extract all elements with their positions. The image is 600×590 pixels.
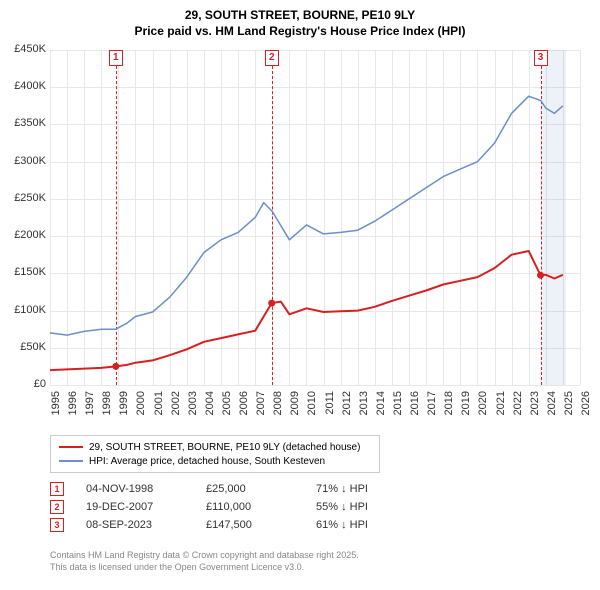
- y-tick-label: £450K: [4, 43, 46, 55]
- x-tick-label: 2019: [460, 391, 472, 421]
- y-tick-label: £100K: [4, 304, 46, 316]
- legend: 29, SOUTH STREET, BOURNE, PE10 9LY (deta…: [50, 435, 380, 473]
- sales-price: £147,500: [206, 519, 316, 531]
- x-tick-label: 2008: [272, 391, 284, 421]
- x-tick-label: 2015: [392, 391, 404, 421]
- x-tick-label: 2011: [324, 391, 336, 421]
- sales-row: 3 08-SEP-2023£147,50061% ↓ HPI: [50, 516, 368, 534]
- sales-marker-num: 1: [50, 482, 64, 496]
- y-tick-label: £50K: [4, 341, 46, 353]
- x-tick-label: 1998: [101, 391, 113, 421]
- sales-price: £25,000: [206, 483, 316, 495]
- x-tick-label: 2000: [135, 391, 147, 421]
- sale-dot: [537, 272, 544, 279]
- x-tick-label: 2022: [512, 391, 524, 421]
- chart-svg: [50, 50, 580, 385]
- x-tick-label: 2018: [443, 391, 455, 421]
- sales-marker-num: 3: [50, 518, 64, 532]
- x-tick-label: 2016: [409, 391, 421, 421]
- x-tick-label: 2009: [289, 391, 301, 421]
- y-tick-label: £400K: [4, 80, 46, 92]
- y-tick-label: £150K: [4, 266, 46, 278]
- sales-price: £110,000: [206, 501, 316, 513]
- sale-dot: [112, 363, 119, 370]
- y-tick-label: £200K: [4, 229, 46, 241]
- series-hpi: [50, 96, 563, 335]
- x-tick-label: 2002: [170, 391, 182, 421]
- x-tick-label: 2010: [306, 391, 318, 421]
- y-tick-label: £300K: [4, 155, 46, 167]
- legend-label-hpi: HPI: Average price, detached house, Sout…: [89, 456, 325, 467]
- sales-date: 19-DEC-2007: [86, 501, 206, 513]
- x-tick-label: 2001: [153, 391, 165, 421]
- footer-attribution: Contains HM Land Registry data © Crown c…: [50, 550, 359, 573]
- x-tick-label: 2007: [255, 391, 267, 421]
- x-tick-label: 2005: [221, 391, 233, 421]
- x-tick-label: 2003: [187, 391, 199, 421]
- title-block: 29, SOUTH STREET, BOURNE, PE10 9LY Price…: [0, 0, 600, 43]
- x-tick-label: 1999: [118, 391, 130, 421]
- x-tick-label: 2026: [580, 391, 592, 421]
- footer-line-1: Contains HM Land Registry data © Crown c…: [50, 550, 359, 562]
- x-tick-label: 2024: [546, 391, 558, 421]
- x-tick-label: 2021: [495, 391, 507, 421]
- title-line-1: 29, SOUTH STREET, BOURNE, PE10 9LY: [0, 8, 600, 24]
- title-line-2: Price paid vs. HM Land Registry's House …: [0, 24, 600, 40]
- legend-item-hpi: HPI: Average price, detached house, Sout…: [59, 454, 371, 468]
- chart-container: 29, SOUTH STREET, BOURNE, PE10 9LY Price…: [0, 0, 600, 590]
- sales-date: 04-NOV-1998: [86, 483, 206, 495]
- x-tick-label: 2014: [375, 391, 387, 421]
- sales-hpi: 71% ↓ HPI: [316, 483, 368, 495]
- legend-label-price: 29, SOUTH STREET, BOURNE, PE10 9LY (deta…: [89, 442, 360, 453]
- x-tick-label: 1996: [67, 391, 79, 421]
- sales-date: 08-SEP-2023: [86, 519, 206, 531]
- sales-hpi: 55% ↓ HPI: [316, 501, 368, 513]
- x-tick-label: 2020: [477, 391, 489, 421]
- x-tick-label: 2017: [426, 391, 438, 421]
- sales-hpi: 61% ↓ HPI: [316, 519, 368, 531]
- x-tick-label: 2013: [358, 391, 370, 421]
- x-tick-label: 2012: [341, 391, 353, 421]
- y-tick-label: £350K: [4, 117, 46, 129]
- x-tick-label: 2025: [563, 391, 575, 421]
- legend-swatch-price: [59, 446, 83, 448]
- y-tick-label: £250K: [4, 192, 46, 204]
- x-tick-label: 1995: [50, 391, 62, 421]
- x-tick-label: 2006: [238, 391, 250, 421]
- legend-swatch-hpi: [59, 460, 83, 462]
- sales-row: 1 04-NOV-1998£25,00071% ↓ HPI: [50, 480, 368, 498]
- y-tick-label: £0: [4, 378, 46, 390]
- sale-dot: [268, 300, 275, 307]
- series-price: [50, 251, 563, 370]
- footer-line-2: This data is licensed under the Open Gov…: [50, 562, 359, 574]
- sales-marker-num: 2: [50, 500, 64, 514]
- sales-table: 1 04-NOV-1998£25,00071% ↓ HPI 2 19-DEC-2007…: [50, 480, 368, 534]
- legend-item-price: 29, SOUTH STREET, BOURNE, PE10 9LY (deta…: [59, 440, 371, 454]
- x-tick-label: 1997: [84, 391, 96, 421]
- x-tick-label: 2023: [529, 391, 541, 421]
- plot-area: £0£50K£100K£150K£200K£250K£300K£350K£400…: [50, 50, 580, 385]
- x-tick-label: 2004: [204, 391, 216, 421]
- sales-row: 2 19-DEC-2007£110,00055% ↓ HPI: [50, 498, 368, 516]
